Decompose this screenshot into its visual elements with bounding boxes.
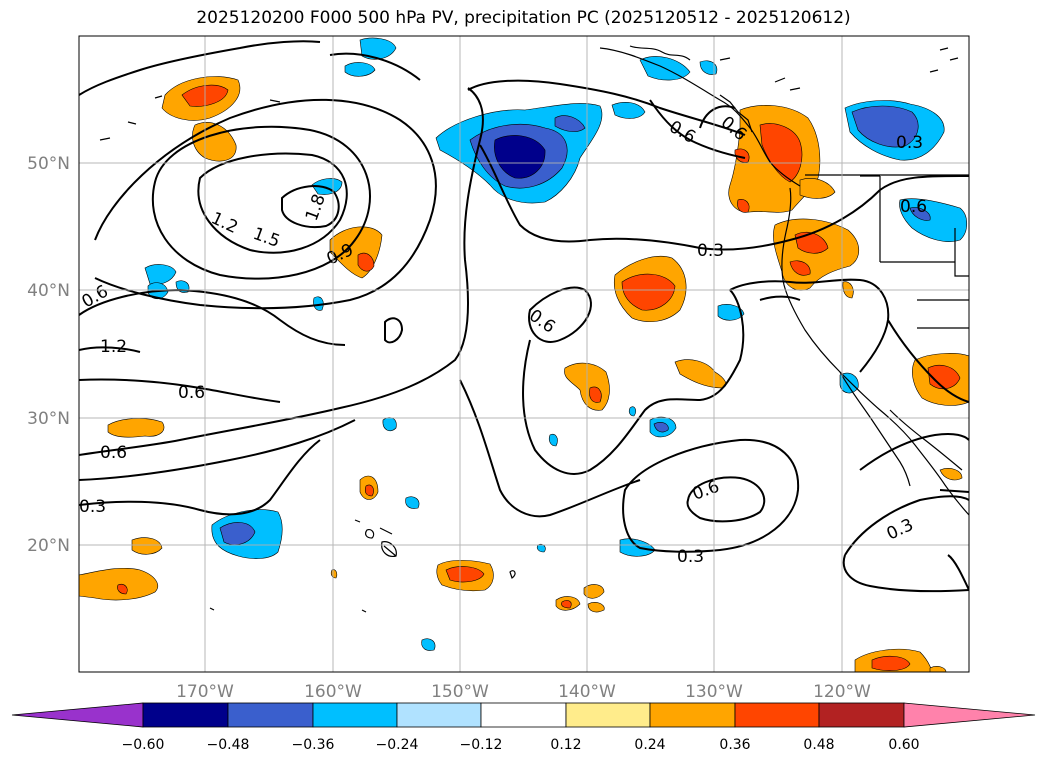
colorbar-segment xyxy=(565,702,651,728)
colorbar xyxy=(11,702,1036,728)
lon-label: 120°W xyxy=(813,682,871,702)
precipitation-shading xyxy=(79,37,969,672)
colorbar-over-triangle xyxy=(903,702,1036,728)
lon-label: 140°W xyxy=(558,682,616,702)
colorbar-segment xyxy=(396,702,482,728)
colorbar-tick: −0.12 xyxy=(460,737,503,753)
contour-label: 0.6 xyxy=(100,443,127,463)
contour-label: 0.6 xyxy=(900,197,927,217)
longitude-labels: 170°W 160°W 150°W 140°W 130°W 120°W xyxy=(176,682,871,702)
colorbar-tick: 0.12 xyxy=(550,737,581,753)
colorbar-tick: 0.48 xyxy=(803,737,834,753)
colorbar-segment xyxy=(142,702,229,728)
lon-label: 160°W xyxy=(304,682,362,702)
lon-label: 150°W xyxy=(431,682,489,702)
contour-label: 0.3 xyxy=(896,133,923,153)
contour-label: 0.3 xyxy=(677,547,704,567)
coastlines xyxy=(99,45,969,613)
contour-label: 0.3 xyxy=(79,497,106,517)
lon-label: 130°W xyxy=(685,682,743,702)
contour-label: 0.6 xyxy=(178,383,205,403)
colorbar-segment xyxy=(227,702,314,728)
lat-label: 40°N xyxy=(27,281,70,301)
colorbar-under-triangle xyxy=(11,702,144,728)
colorbar-segment xyxy=(480,702,567,728)
colorbar-tick: −0.36 xyxy=(292,737,335,753)
lon-label: 170°W xyxy=(176,682,234,702)
lat-label: 50°N xyxy=(27,154,70,174)
colorbar-tick: 0.36 xyxy=(719,737,750,753)
colorbar-segment xyxy=(818,702,905,728)
colorbar-tick: −0.24 xyxy=(376,737,419,753)
gridlines xyxy=(79,36,969,672)
colorbar-tick: −0.60 xyxy=(122,737,165,753)
colorbar-tick: 0.24 xyxy=(634,737,665,753)
colorbar-segment xyxy=(649,702,736,728)
contour-label: 0.3 xyxy=(697,241,724,261)
colorbar-tick: −0.48 xyxy=(207,737,250,753)
map-frame xyxy=(78,35,970,673)
lat-label: 30°N xyxy=(27,409,70,429)
latitude-labels: 50°N 40°N 30°N 20°N xyxy=(27,154,70,556)
lat-label: 20°N xyxy=(27,536,70,556)
pv-contours xyxy=(79,40,969,593)
colorbar-ticks: −0.60 −0.48 −0.36 −0.24 −0.12 0.12 0.24 … xyxy=(122,737,920,753)
contour-label: 1.2 xyxy=(100,337,127,357)
map-title: 2025120200 F000 500 hPa PV, precipitatio… xyxy=(196,8,851,28)
colorbar-segment xyxy=(734,702,820,728)
colorbar-tick: 0.60 xyxy=(888,737,919,753)
colorbar-segment xyxy=(312,702,398,728)
